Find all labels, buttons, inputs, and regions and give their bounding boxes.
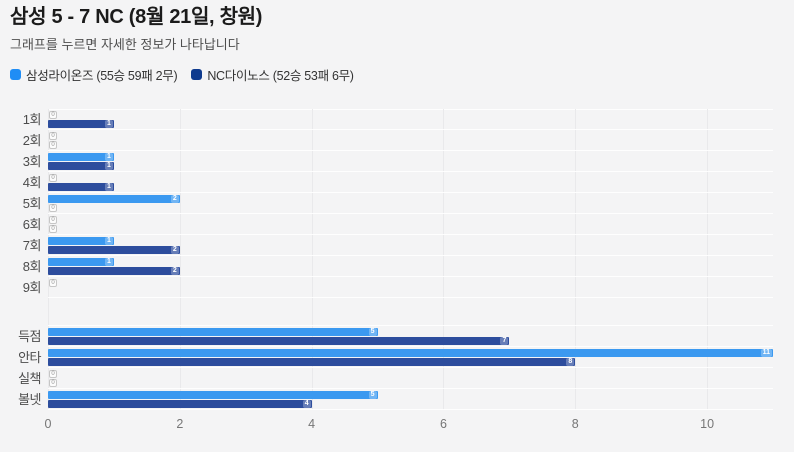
zero-value-marker-nc[interactable]: 0 xyxy=(49,379,57,387)
zero-value-marker-samsung[interactable]: 0 xyxy=(49,132,57,140)
zero-value-marker-samsung[interactable]: 0 xyxy=(49,279,57,287)
chart-row: 5회 2 0 xyxy=(0,193,794,214)
zero-value-marker-nc[interactable]: 0 xyxy=(49,225,57,233)
x-tick-label: 0 xyxy=(44,417,52,431)
bar-value-label: 8 xyxy=(566,358,575,366)
zero-value-marker-samsung[interactable]: 0 xyxy=(49,174,57,182)
bar-value-label: 1 xyxy=(105,183,113,191)
legend-item[interactable]: NC다이노스 (52승 53패 6무) xyxy=(191,65,354,84)
chart-rows: 1회 0 1 2회 0 0 3회 1 1 4회 0 1 5회 2 0 6회 0 0 7회 1 2 8회 1 2 9회 0 득점 5 7 안… xyxy=(0,109,794,410)
bar-group: 0 xyxy=(48,277,773,298)
section-gap xyxy=(0,298,794,326)
page-title: 삼성 5 - 7 NC (8월 21일, 창원) xyxy=(10,6,263,28)
bar-value-label: 4 xyxy=(302,400,311,408)
category-label: 안타 xyxy=(18,350,41,365)
chart: 1회 0 1 2회 0 0 3회 1 1 4회 0 1 5회 2 0 6회 0 0 7회 1 2 8회 1 2 9회 0 득점 5 7 안… xyxy=(0,109,794,436)
chart-row: 실책 0 0 xyxy=(0,368,794,389)
bar-value-label: 2 xyxy=(170,195,179,203)
bar-samsung[interactable]: 1 xyxy=(48,258,114,266)
category-label: 4회 xyxy=(22,175,42,190)
bar-value-label: 1 xyxy=(105,120,113,128)
bar-value-label: 11 xyxy=(760,349,772,357)
bar-value-label: 1 xyxy=(105,258,113,266)
bar-nc[interactable]: 2 xyxy=(48,246,180,254)
bar-nc[interactable]: 7 xyxy=(48,337,510,345)
category-label: 2회 xyxy=(22,133,42,148)
category-label: 득점 xyxy=(18,329,41,344)
bar-nc[interactable]: 1 xyxy=(48,120,114,128)
bar-group: 11 8 xyxy=(48,347,773,368)
bar-samsung[interactable]: 1 xyxy=(48,237,114,245)
bar-value-label: 7 xyxy=(500,337,509,345)
chart-row: 4회 0 1 xyxy=(0,172,794,193)
x-axis: 0 2 4 6 8 10 xyxy=(44,410,773,436)
x-tick-label: 2 xyxy=(176,417,184,431)
legend: 삼성라이온즈 (55승 59패 2무) NC다이노스 (52승 53패 6무) xyxy=(10,65,794,84)
chart-row: 6회 0 0 xyxy=(0,214,794,235)
x-tick-label: 6 xyxy=(439,417,447,431)
zero-value-marker-samsung[interactable]: 0 xyxy=(49,370,57,378)
bar-nc[interactable]: 2 xyxy=(48,267,180,275)
bar-samsung[interactable]: 11 xyxy=(48,349,773,357)
bar-samsung[interactable]: 5 xyxy=(48,328,378,336)
chart-row: 안타 11 8 xyxy=(0,347,794,368)
bar-nc[interactable]: 8 xyxy=(48,358,576,366)
category-label: 7회 xyxy=(22,238,42,253)
x-tick-label: 8 xyxy=(571,417,579,431)
bar-samsung[interactable]: 5 xyxy=(48,391,378,399)
zero-value-marker-samsung[interactable]: 0 xyxy=(49,216,57,224)
category-label: 실책 xyxy=(18,371,41,386)
category-label: 5회 xyxy=(22,196,42,211)
bar-value-label: 5 xyxy=(368,328,377,336)
legend-item[interactable]: 삼성라이온즈 (55승 59패 2무) xyxy=(10,65,178,84)
bar-value-label: 2 xyxy=(170,246,179,254)
bar-value-label: 5 xyxy=(368,391,377,399)
chart-row: 8회 1 2 xyxy=(0,256,794,277)
zero-value-marker-nc[interactable]: 0 xyxy=(49,141,57,149)
legend-color-chip xyxy=(10,68,21,80)
category-label: 3회 xyxy=(22,154,42,169)
bar-value-label: 1 xyxy=(105,237,113,245)
bar-nc[interactable]: 1 xyxy=(48,183,114,191)
category-label: 8회 xyxy=(22,259,42,274)
bar-value-label: 1 xyxy=(105,162,113,170)
x-tick-label: 10 xyxy=(700,417,715,431)
category-label: 6회 xyxy=(22,217,42,232)
chart-row: 9회 0 xyxy=(0,277,794,298)
chart-row: 2회 0 0 xyxy=(0,130,794,151)
chart-row: 3회 1 1 xyxy=(0,151,794,172)
bar-value-label: 2 xyxy=(170,267,179,275)
category-label: 볼넷 xyxy=(18,392,41,407)
page-subtitle: 그래프를 누르면 자세한 정보가 나타납니다 xyxy=(10,37,240,52)
chart-row: 1회 0 1 xyxy=(0,109,794,130)
x-tick-label: 4 xyxy=(308,417,316,431)
bar-samsung[interactable]: 2 xyxy=(48,195,180,203)
bar-value-label: 1 xyxy=(105,153,113,161)
category-label: 9회 xyxy=(22,280,42,295)
chart-row: 7회 1 2 xyxy=(0,235,794,256)
legend-label: NC다이노스 (52승 53패 6무) xyxy=(207,68,354,83)
chart-row: 볼넷 5 4 xyxy=(0,389,794,410)
bar-samsung[interactable]: 1 xyxy=(48,153,114,161)
legend-label: 삼성라이온즈 (55승 59패 2무) xyxy=(26,68,178,83)
bar-nc[interactable]: 4 xyxy=(48,400,312,408)
chart-row: 득점 5 7 xyxy=(0,326,794,347)
category-label: 1회 xyxy=(22,112,42,127)
bar-nc[interactable]: 1 xyxy=(48,162,114,170)
legend-color-chip xyxy=(191,68,203,80)
zero-value-marker-nc[interactable]: 0 xyxy=(49,204,57,212)
zero-value-marker-samsung[interactable]: 0 xyxy=(49,111,57,119)
page: 삼성 5 - 7 NC (8월 21일, 창원) 그래프를 누르면 자세한 정보… xyxy=(0,5,794,452)
